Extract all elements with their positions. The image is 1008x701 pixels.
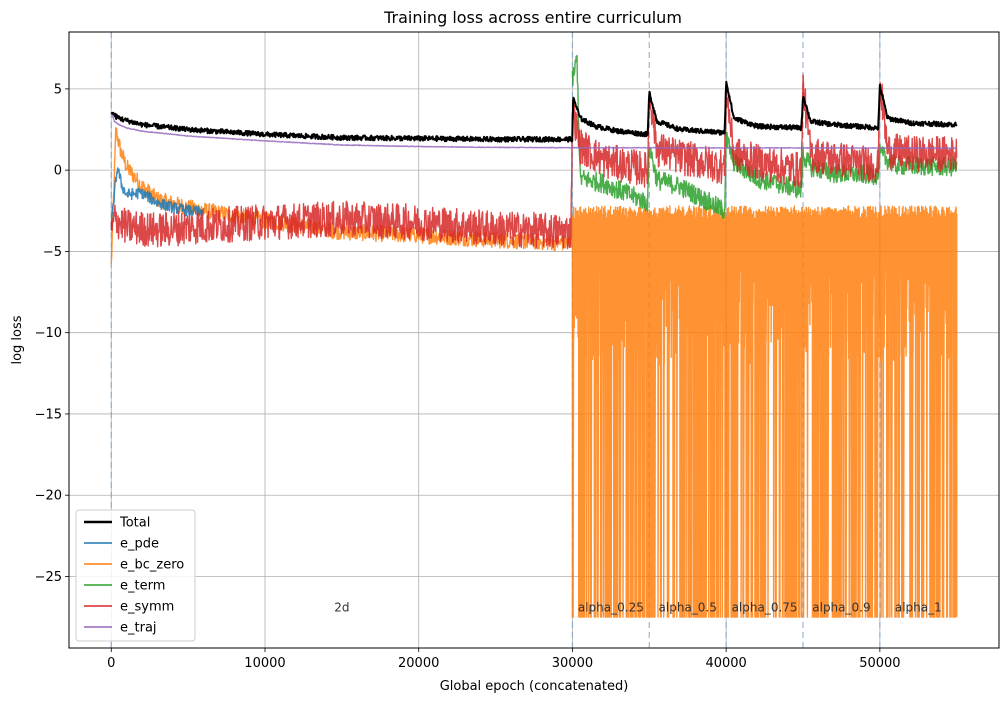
legend-label: e_traj [120,621,157,636]
phase-label: alpha_0.5 [659,600,717,614]
phase-label: alpha_0.25 [578,600,644,614]
chart-title: Training loss across entire curriculum [383,8,682,27]
x-tick-label: 10000 [244,656,285,671]
x-tick-label: 50000 [859,656,900,671]
series-line-e-pde [110,167,205,231]
series-line-e-symm [110,74,958,250]
phase-label: alpha_1 [895,600,942,614]
phase-label: alpha_0.75 [732,600,798,614]
series-line-Total [110,80,958,143]
y-tick-label: −20 [35,489,62,504]
y-axis-ticks: 5 0 −5 −10 −15 −20 −25 [35,82,69,585]
legend-label: e_pde [120,537,159,552]
series-line-e-traj [110,111,957,150]
x-tick-label: 0 [107,656,115,671]
legend: Total e_pde e_bc_zero e_term e_symm e_traj [75,509,196,642]
y-tick-label: −25 [35,570,62,585]
phase-label: 2d [334,600,349,614]
x-tick-label: 30000 [552,656,593,671]
y-tick-label: 5 [54,82,62,97]
x-tick-label: 20000 [398,656,439,671]
phase-label: alpha_0.9 [812,600,870,614]
x-axis-ticks: 0 10000 20000 30000 40000 50000 [107,648,901,671]
legend-label: Total [119,516,150,531]
y-tick-label: −15 [35,407,62,422]
legend-label: e_term [120,579,165,594]
y-axis-label: log loss [10,315,25,364]
y-tick-label: −10 [35,326,62,341]
legend-label: e_bc_zero [120,558,184,573]
series-lines [110,54,958,618]
legend-label: e_symm [120,600,174,615]
x-axis-label: Global epoch (concatenated) [440,679,629,694]
y-tick-label: −5 [43,245,62,260]
y-tick-label: 0 [54,164,62,179]
plot-frame [68,31,1000,649]
plot-area: 2d alpha_0.25 alpha_0.5 alpha_0.75 alpha_0.9… [68,31,1000,649]
x-tick-label: 40000 [705,656,746,671]
phase-labels: 2d alpha_0.25 alpha_0.5 alpha_0.75 alpha_0.9… [334,600,942,614]
